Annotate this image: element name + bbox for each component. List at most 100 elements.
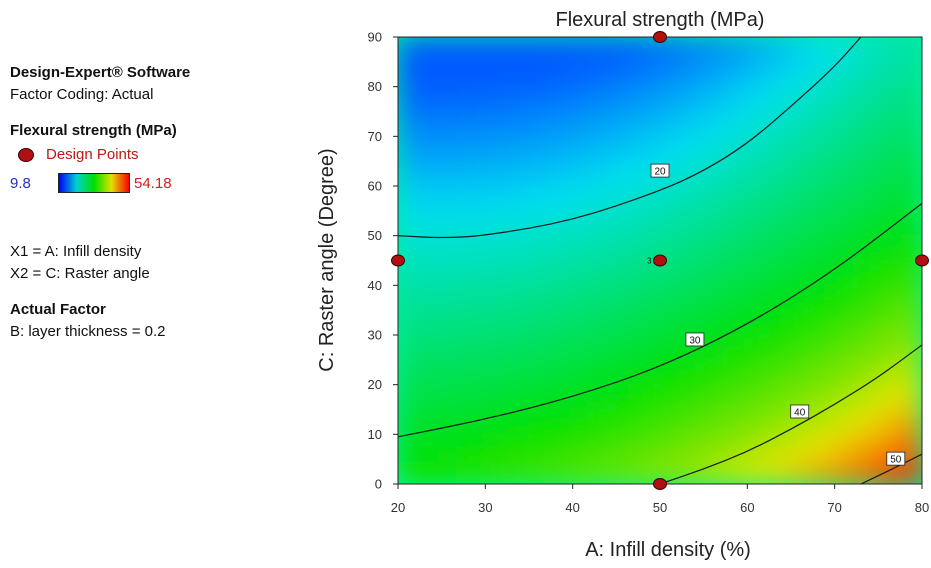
- surface-cell: [615, 260, 639, 287]
- surface-cell: [856, 260, 880, 287]
- surface-cell: [463, 458, 487, 485]
- surface-cell: [681, 309, 705, 336]
- surface-cell: [812, 458, 836, 485]
- surface-cell: [703, 235, 727, 262]
- surface-cell: [725, 309, 749, 336]
- surface-cell: [659, 409, 683, 436]
- surface-cell: [463, 433, 487, 460]
- surface-cell: [746, 284, 770, 311]
- surface-cell: [746, 111, 770, 138]
- surface-cell: [877, 334, 901, 361]
- surface-cell: [659, 111, 683, 138]
- surface-cell: [572, 86, 596, 113]
- surface-cell: [812, 284, 836, 311]
- surface-cell: [834, 160, 858, 187]
- surface-cell: [463, 135, 487, 162]
- surface-cell: [419, 260, 443, 287]
- surface-cell: [506, 160, 530, 187]
- surface-cell: [834, 210, 858, 237]
- surface-cell: [397, 185, 421, 212]
- surface-cell: [790, 185, 814, 212]
- surface-cell: [594, 135, 618, 162]
- surface-cell: [768, 185, 792, 212]
- surface-cell: [441, 86, 465, 113]
- surface-cell: [441, 260, 465, 287]
- surface-cell: [681, 36, 705, 63]
- surface-cell: [790, 433, 814, 460]
- surface-cell: [681, 135, 705, 162]
- surface-cell: [659, 210, 683, 237]
- surface-cell: [441, 235, 465, 262]
- contour-label: 20: [654, 167, 666, 178]
- surface-cell: [528, 61, 552, 88]
- surface-cell: [725, 135, 749, 162]
- surface-cell: [725, 185, 749, 212]
- surface-cell: [790, 260, 814, 287]
- surface-cell: [812, 185, 836, 212]
- surface-cell: [768, 235, 792, 262]
- surface-cell: [572, 433, 596, 460]
- surface-cell: [419, 309, 443, 336]
- surface-cell: [725, 86, 749, 113]
- surface-cell: [899, 359, 923, 386]
- surface-cell: [506, 235, 530, 262]
- surface-cell: [441, 384, 465, 411]
- surface-cell: [703, 111, 727, 138]
- surface-cell: [419, 61, 443, 88]
- surface-cell: [463, 111, 487, 138]
- surface-cell: [397, 61, 421, 88]
- surface-cell: [659, 284, 683, 311]
- surface-cell: [550, 111, 574, 138]
- surface-cell: [703, 36, 727, 63]
- surface-cell: [441, 210, 465, 237]
- surface-cell: [790, 210, 814, 237]
- surface-cell: [899, 86, 923, 113]
- surface-cell: [484, 334, 508, 361]
- surface-cell: [506, 433, 530, 460]
- surface-cell: [528, 210, 552, 237]
- surface-cell: [572, 260, 596, 287]
- surface-cell: [703, 409, 727, 436]
- y-tick-label: 30: [368, 328, 382, 343]
- surface-cell: [506, 111, 530, 138]
- surface-cell: [484, 384, 508, 411]
- surface-cell: [768, 433, 792, 460]
- surface-cell: [484, 409, 508, 436]
- surface-cell: [550, 433, 574, 460]
- surface-cell: [615, 284, 639, 311]
- surface-cell: [703, 86, 727, 113]
- surface-cell: [637, 433, 661, 460]
- surface-cell: [594, 433, 618, 460]
- surface-cell: [877, 111, 901, 138]
- surface-cell: [397, 135, 421, 162]
- surface-cell: [768, 260, 792, 287]
- surface-cell: [877, 309, 901, 336]
- surface-cell: [637, 409, 661, 436]
- surface-cell: [812, 409, 836, 436]
- surface-cell: [746, 185, 770, 212]
- surface-cell: [725, 384, 749, 411]
- design-point: [654, 32, 667, 43]
- surface-cell: [856, 334, 880, 361]
- surface-cell: [812, 36, 836, 63]
- surface-cell: [506, 36, 530, 63]
- surface-cell: [637, 135, 661, 162]
- surface-cell: [484, 135, 508, 162]
- surface-cell: [790, 309, 814, 336]
- surface-cell: [725, 260, 749, 287]
- surface-cell: [419, 160, 443, 187]
- surface-cell: [856, 61, 880, 88]
- surface-cell: [528, 185, 552, 212]
- surface-cell: [594, 359, 618, 386]
- surface-cell: [550, 409, 574, 436]
- surface-cell: [834, 135, 858, 162]
- surface-cell: [725, 458, 749, 485]
- surface-cell: [615, 384, 639, 411]
- surface-cell: [484, 160, 508, 187]
- design-point-count: 3: [647, 257, 652, 266]
- chart-title: Flexural strength (MPa): [556, 9, 765, 31]
- surface-cell: [834, 359, 858, 386]
- surface-cell: [856, 409, 880, 436]
- surface-cell: [397, 111, 421, 138]
- surface-cell: [768, 210, 792, 237]
